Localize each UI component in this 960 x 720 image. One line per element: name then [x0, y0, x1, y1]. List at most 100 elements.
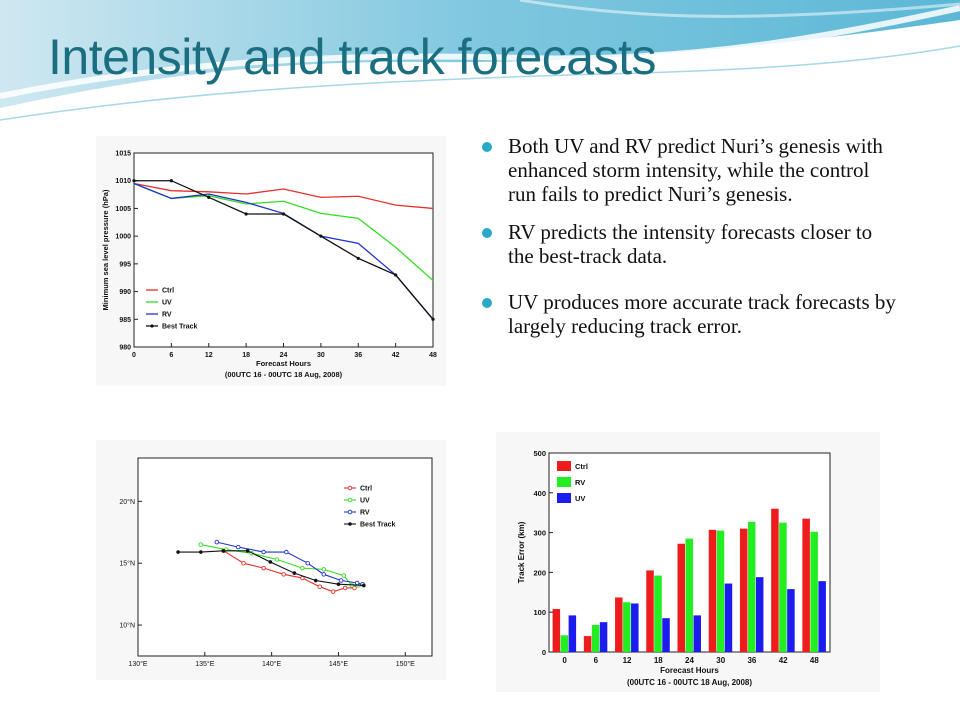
track-point [362, 583, 366, 588]
track-point [338, 578, 344, 583]
legend-label: Ctrl [360, 486, 372, 493]
track-point [245, 549, 250, 553]
bar-ctrl [615, 597, 623, 652]
plot-area [133, 152, 434, 348]
track-point [261, 549, 266, 555]
bar-uv [599, 622, 608, 652]
track-point [336, 582, 341, 587]
bullet-item: RV predicts the intensity forecasts clos… [482, 220, 902, 268]
y-tick-label: 500 [533, 449, 546, 458]
bar-uv [787, 589, 795, 652]
x-tick-label: 140°E [262, 660, 281, 668]
series-line-ctrl [133, 182, 434, 210]
x-tick-label: 12 [623, 656, 632, 665]
bullet-text: Both UV and RV predict Nuri’s genesis wi… [508, 134, 883, 206]
y-tick-label: 1005 [115, 206, 131, 213]
track-point [313, 578, 318, 583]
bar-ctrl [708, 529, 717, 652]
legend-marker [347, 485, 353, 491]
bar-uv [818, 581, 826, 652]
x-tick-label: 36 [354, 352, 362, 359]
bar-uv [693, 615, 701, 652]
x-tick-label: 48 [810, 656, 819, 665]
track-point [284, 549, 289, 555]
x-tick-label: 30 [317, 352, 325, 359]
x-tick-label: 150°E [396, 660, 415, 668]
legend-swatch [557, 461, 571, 471]
bullet-dot-icon [482, 142, 492, 152]
bar-rv [685, 538, 693, 652]
y-axis-label: Track Error (km) [517, 521, 526, 583]
bar-rv [623, 602, 631, 652]
track-point [354, 580, 360, 586]
track-point [300, 565, 305, 571]
bar-ctrl [677, 543, 685, 652]
track-point [292, 571, 297, 575]
x-tick-label: 18 [242, 352, 250, 359]
bar-ctrl [802, 518, 810, 652]
bar-rv [591, 624, 600, 652]
legend-marker [347, 509, 353, 515]
legend-label: Ctrl [575, 462, 588, 471]
legend-label: Ctrl [162, 288, 174, 295]
track-point [268, 560, 273, 564]
track-point [241, 560, 246, 566]
track-map-chart: 130°E 135°E 140°E 145°E 150°E 10°N 15°N 20°N Ctr… [96, 440, 446, 680]
bar-ctrl [583, 636, 592, 652]
bar-ctrl [646, 570, 654, 652]
data-point [319, 234, 323, 238]
x-tick-label: 12 [205, 352, 213, 359]
bar-uv [724, 583, 733, 652]
y-tick-label: 400 [533, 489, 546, 498]
legend-label: RV [360, 510, 370, 517]
chart-subtitle: (00UTC 16 - 00UTC 18 Aug, 2008) [627, 678, 752, 687]
data-point [431, 317, 435, 321]
legend-label: RV [162, 312, 172, 319]
track-point [221, 549, 226, 553]
x-tick-label: 30 [716, 656, 725, 665]
x-tick-label: 6 [594, 656, 599, 665]
x-tick-label: 24 [280, 352, 288, 359]
bar-uv [755, 577, 764, 652]
bar-ctrl [739, 528, 748, 652]
bullet-dot-icon [482, 298, 492, 308]
legend-marker [347, 497, 353, 503]
x-axis-label: Forecast Hours [256, 359, 311, 368]
track-point [321, 567, 327, 572]
track-error-bar-chart: 0 6 12 18 24 30 36 42 48 0 100 200 300 400 500 Forecast… [496, 432, 880, 692]
data-point [394, 273, 398, 277]
x-tick-label: 24 [685, 656, 694, 665]
x-tick-label: 130°E [128, 660, 147, 668]
data-point [281, 212, 286, 216]
bar-uv [662, 618, 670, 652]
y-tick-label: 995 [119, 261, 131, 268]
x-tick-label: 18 [654, 656, 663, 665]
bar-rv [810, 531, 818, 652]
bullet-item: UV produces more accurate track forecast… [482, 290, 902, 338]
legend-label: RV [575, 478, 585, 487]
y-tick-label: 300 [533, 529, 546, 538]
x-tick-label: 135°E [195, 660, 214, 668]
y-tick-label: 100 [533, 608, 546, 617]
data-point [207, 195, 211, 199]
x-tick-label: 42 [392, 352, 400, 359]
bullet-text: UV produces more accurate track forecast… [508, 290, 896, 338]
bar-ctrl [552, 609, 561, 652]
bar-uv [631, 603, 639, 652]
y-tick-label: 1010 [115, 178, 131, 185]
bar-rv [560, 635, 569, 652]
y-tick-label: 990 [119, 289, 131, 296]
intensity-line-chart: 0 6 12 18 24 30 36 42 48 980 985 990 995 1000 1005 1010… [96, 136, 446, 386]
data-point [356, 256, 360, 260]
bar-rv [747, 521, 756, 652]
bullet-dot-icon [482, 228, 492, 238]
legend-label: UV [162, 300, 172, 307]
x-tick-label: 48 [429, 352, 437, 359]
x-axis-label: Forecast Hours [660, 666, 719, 675]
bullet-text: RV predicts the intensity forecasts clos… [508, 220, 873, 268]
x-tick-label: 145°E [329, 660, 348, 668]
track-point [261, 565, 266, 571]
y-tick-label: 0 [542, 648, 546, 657]
legend-marker [348, 522, 352, 526]
bar-rv [716, 530, 725, 652]
